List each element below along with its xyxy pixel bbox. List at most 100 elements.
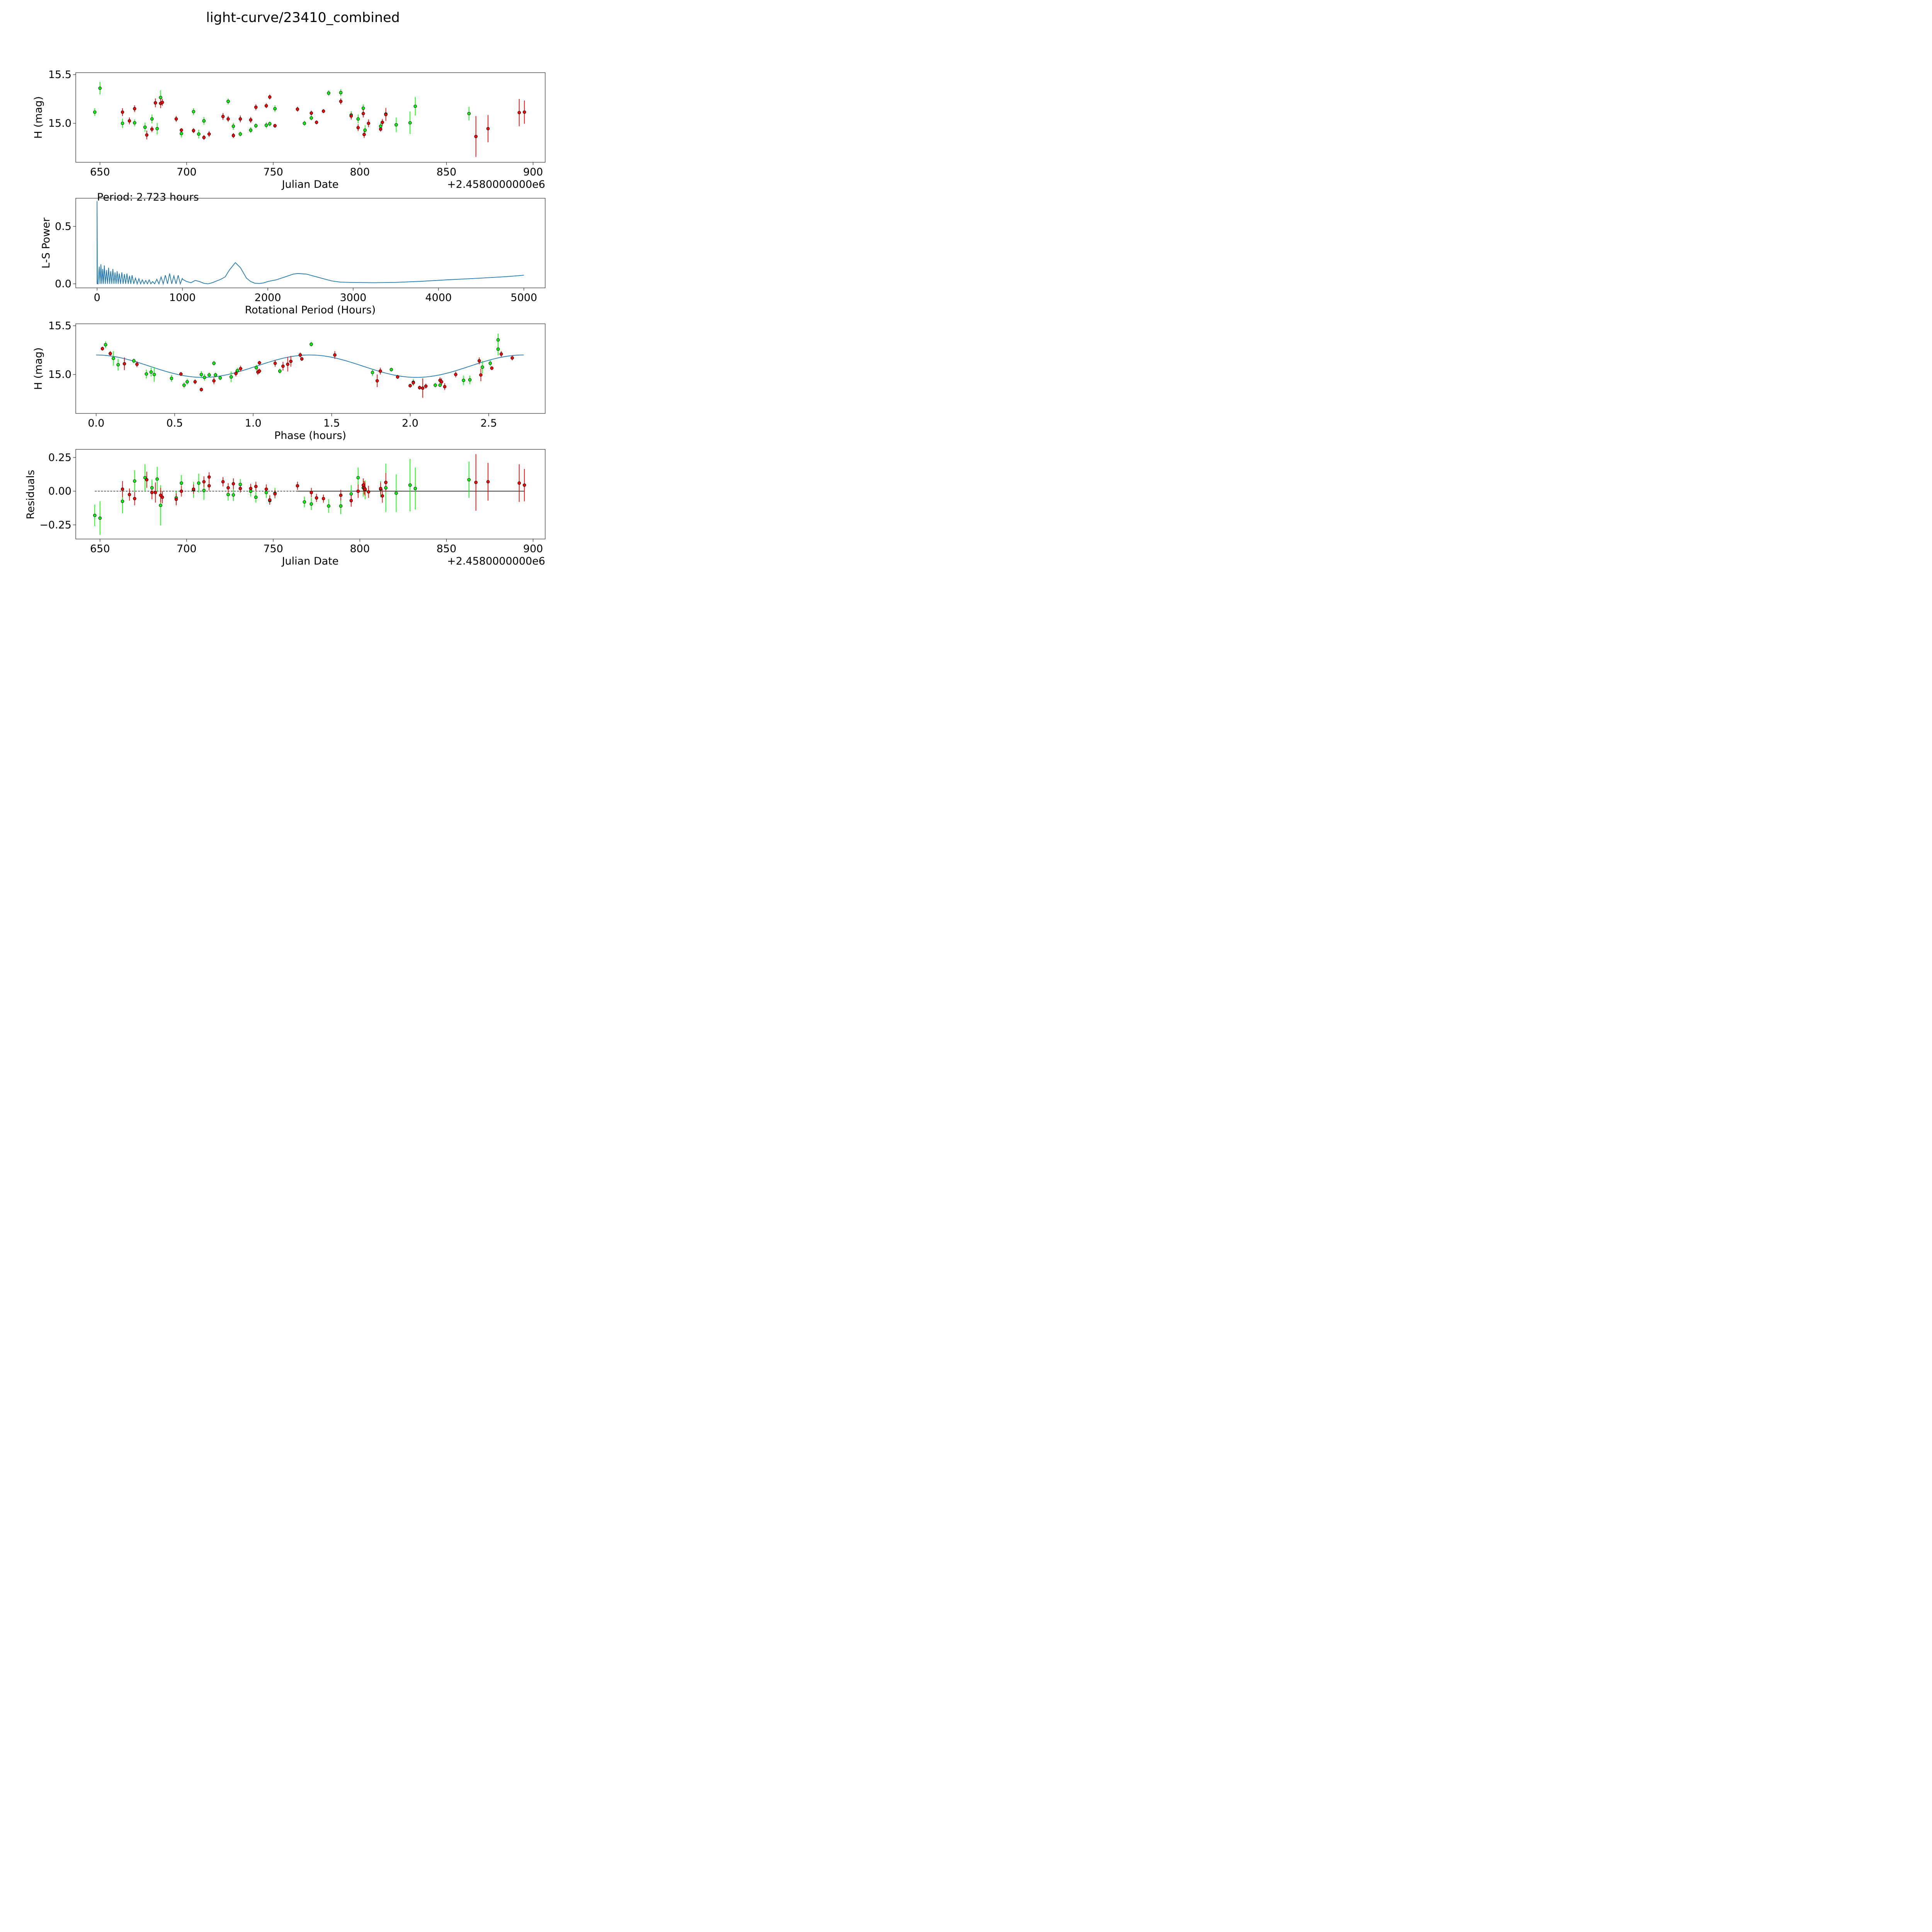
phased-point-green <box>145 372 148 376</box>
periodogram-ylabel: L-S Power <box>40 217 52 269</box>
phased-point-red <box>273 361 277 365</box>
residuals-point-red <box>180 489 183 493</box>
phased-point-red <box>258 369 261 373</box>
lightcurve-point-green <box>192 110 196 114</box>
residuals-point-green <box>249 489 253 493</box>
phased-xticks: 0.0 0.5 1.0 1.5 2.0 2.5 <box>88 413 497 429</box>
lightcurve-point-red <box>339 100 343 103</box>
lightcurve-point-red <box>315 121 318 124</box>
residuals-point-red <box>363 487 367 491</box>
residuals-point-green <box>356 476 360 480</box>
phased-point-green <box>207 373 211 377</box>
phased-point-red <box>478 359 481 363</box>
residuals-xtick-label: 650 <box>90 543 110 555</box>
residuals-point-red <box>133 497 136 500</box>
lightcurve-point-red <box>121 110 124 114</box>
residuals-point-red <box>361 483 365 487</box>
lightcurve-xtick-label: 650 <box>90 166 110 178</box>
residuals-point-red <box>160 495 164 499</box>
phased-point-green <box>468 378 472 382</box>
residuals-point-green <box>467 478 471 481</box>
residuals-ytick-label: −0.25 <box>39 519 71 531</box>
phased-point-green <box>481 365 484 369</box>
residuals-point-green <box>93 514 97 517</box>
residuals-point-green <box>98 516 102 520</box>
phased-point-red <box>424 384 428 388</box>
periodogram-xtick-label: 0 <box>94 292 100 304</box>
phased-point-green <box>236 369 239 372</box>
residuals-point-red <box>379 486 383 490</box>
phased-point-green <box>132 359 136 363</box>
residuals-point-red <box>339 493 343 497</box>
residuals-point-red <box>153 491 157 494</box>
phased-point-red <box>109 352 112 355</box>
residuals-point-red <box>226 486 230 490</box>
residuals-point-red <box>174 497 178 501</box>
phased-xtick-label: 0.0 <box>88 417 104 429</box>
phased-point-green <box>214 373 217 377</box>
lightcurve-point-red <box>296 107 299 111</box>
phased-point-green <box>170 376 173 380</box>
phased-xtick-label: 1.0 <box>245 417 262 429</box>
phased-point-red <box>375 379 379 383</box>
periodogram-ytick-label: 0.5 <box>55 221 71 233</box>
phased-point-green <box>310 342 313 346</box>
lightcurve-point-red <box>180 128 183 132</box>
residuals-point-red <box>268 498 272 502</box>
lightcurve-point-green <box>155 127 159 131</box>
lightcurve-point-green <box>159 96 162 99</box>
phased-xtick-label: 2.0 <box>402 417 418 429</box>
phased-point-red <box>298 353 302 357</box>
periodogram-xticks: 0 1000 2000 3000 4000 5000 <box>94 288 537 304</box>
lightcurve-point-red <box>273 124 277 128</box>
residuals-point-red <box>145 478 149 481</box>
lightcurve-point-green <box>363 128 367 132</box>
phased-point-red <box>421 386 425 390</box>
phased-point-red <box>510 356 514 360</box>
phased-point-red <box>440 380 444 384</box>
lightcurve-point-red <box>517 111 521 114</box>
periodogram-line <box>97 201 524 285</box>
residuals-point-red <box>221 480 225 484</box>
phased-point-green <box>434 383 437 387</box>
lightcurve-point-green <box>273 107 277 111</box>
residuals-ytick-label: 0.25 <box>48 452 71 464</box>
phased-point-green <box>199 372 203 376</box>
lightcurve-point-green <box>264 123 268 127</box>
lightcurve-xtick-label: 750 <box>263 166 283 178</box>
lightcurve-point-red <box>349 114 353 118</box>
residuals-point-red <box>384 481 388 484</box>
phased-point-red <box>300 357 304 361</box>
phased-point-red <box>412 381 415 384</box>
phased-point-red <box>490 366 494 370</box>
lightcurve-point-red <box>254 105 258 109</box>
phased-point-red <box>408 384 412 388</box>
lightcurve-point-green <box>467 112 471 116</box>
lightcurve-point-red <box>128 119 131 123</box>
residuals-point-red <box>273 492 277 496</box>
lightcurve-point-green <box>197 132 201 136</box>
phased-xtick-label: 2.5 <box>480 417 497 429</box>
residuals-point-red <box>249 486 253 490</box>
residuals-point-green <box>159 503 162 507</box>
phased-point-red <box>396 375 400 379</box>
lightcurve-offset-text: +2.4580000000e6 <box>447 179 545 190</box>
residuals-points <box>93 454 526 535</box>
residuals-yticks: −0.25 0.00 0.25 <box>39 452 76 531</box>
phased-point-green <box>229 375 233 379</box>
phased-point-green <box>496 347 500 351</box>
lightcurve-point-red <box>486 127 490 131</box>
residuals-point-red <box>315 496 318 500</box>
residuals-point-green <box>202 489 206 492</box>
phased-frame <box>75 323 546 414</box>
residuals-point-red <box>238 486 242 490</box>
lightcurve-ytick-label: 15.0 <box>48 117 71 129</box>
lightcurve-point-red <box>207 132 211 136</box>
lightcurve-point-red <box>145 133 149 137</box>
phased-point-green <box>462 378 465 382</box>
phased-point-red <box>418 386 422 389</box>
lightcurve-point-red <box>238 117 242 121</box>
lightcurve-point-green <box>143 125 147 129</box>
phased-point-red <box>289 359 293 363</box>
residuals-point-green <box>180 481 183 485</box>
